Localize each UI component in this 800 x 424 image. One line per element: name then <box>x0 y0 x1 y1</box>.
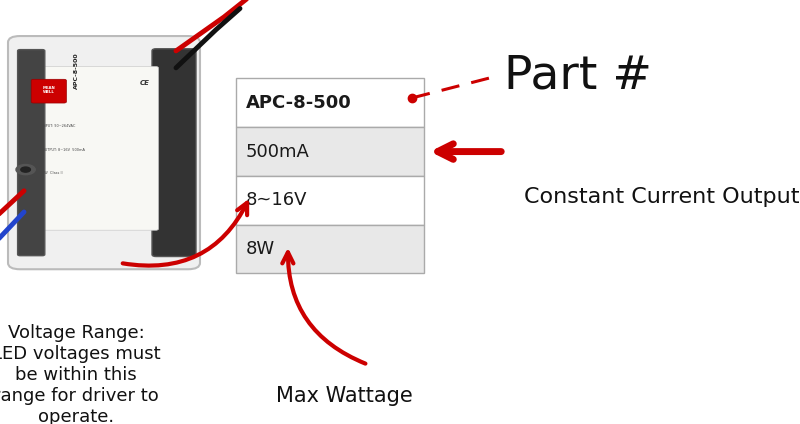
Bar <box>236 78 424 127</box>
Text: INPUT: 90~264VAC: INPUT: 90~264VAC <box>42 124 76 128</box>
Text: CE: CE <box>140 80 150 86</box>
FancyBboxPatch shape <box>18 50 45 256</box>
FancyBboxPatch shape <box>31 79 66 103</box>
Bar <box>236 176 424 225</box>
Circle shape <box>16 165 35 175</box>
Text: Max Wattage: Max Wattage <box>276 386 412 407</box>
Bar <box>236 127 424 176</box>
Text: 500mA: 500mA <box>246 142 310 161</box>
Text: MEAN
WELL: MEAN WELL <box>42 86 55 94</box>
Text: Voltage Range:
LED voltages must
be within this
range for driver to
operate.: Voltage Range: LED voltages must be with… <box>0 324 160 424</box>
Text: 8W  Class II: 8W Class II <box>42 171 63 175</box>
Text: APC-8-500: APC-8-500 <box>246 94 351 112</box>
Bar <box>236 225 424 273</box>
Text: 8~16V: 8~16V <box>246 191 307 209</box>
Circle shape <box>21 167 30 172</box>
FancyBboxPatch shape <box>152 49 196 257</box>
Text: 8W: 8W <box>246 240 274 258</box>
Text: OUTPUT: 8~16V  500mA: OUTPUT: 8~16V 500mA <box>42 148 86 151</box>
FancyBboxPatch shape <box>30 67 158 230</box>
Text: APC-8-500: APC-8-500 <box>74 53 78 89</box>
FancyBboxPatch shape <box>8 36 200 269</box>
Text: Constant Current Output: Constant Current Output <box>524 187 799 207</box>
Text: Part #: Part # <box>504 54 652 99</box>
